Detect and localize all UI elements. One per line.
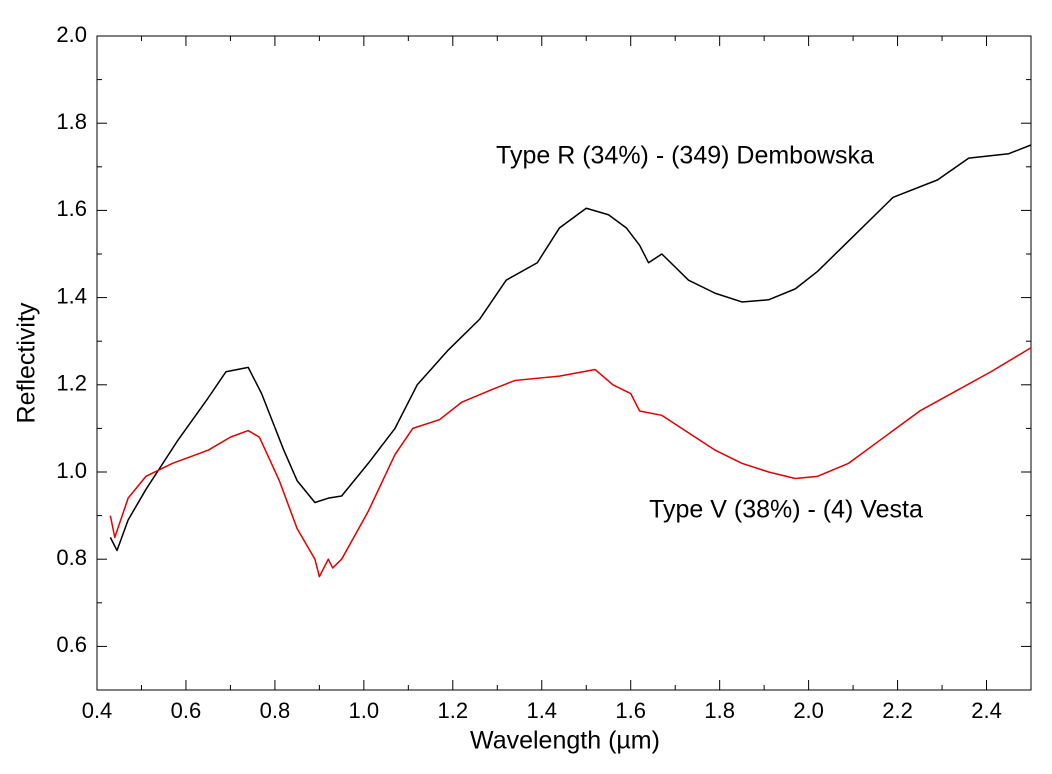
y-tick-label: 1.2 [56, 371, 87, 396]
series-annotation: Type V (38%) - (4) Vesta [649, 496, 923, 524]
series-line [109, 144, 1032, 552]
x-tick-label: 1.8 [704, 698, 735, 723]
plot-frame [96, 35, 1032, 691]
y-tick-label: 0.6 [56, 632, 87, 657]
x-tick-label: 2.2 [882, 698, 913, 723]
x-tick-label: 1.2 [438, 698, 469, 723]
y-axis-label: Reflectivity [13, 302, 41, 423]
y-tick-label: 0.8 [56, 545, 87, 570]
x-axis-label: Wavelength (µm) [470, 727, 660, 755]
x-tick-label: 0.8 [260, 698, 291, 723]
x-tick-label: 2.4 [971, 698, 1002, 723]
series-annotation: Type R (34%) - (349) Dembowska [496, 142, 874, 170]
x-tick-label: 0.6 [171, 698, 202, 723]
x-tick-label: 1.4 [526, 698, 557, 723]
y-tick-label: 1.0 [56, 458, 87, 483]
x-tick-label: 1.0 [349, 698, 380, 723]
y-tick-label: 2.0 [56, 22, 87, 47]
y-tick-label: 1.6 [56, 196, 87, 221]
series-line [109, 347, 1032, 578]
x-tick-label: 1.6 [615, 698, 646, 723]
y-tick-label: 1.4 [56, 283, 87, 308]
y-tick-label: 1.8 [56, 109, 87, 134]
x-tick-label: 2.0 [793, 698, 824, 723]
x-tick-label: 0.4 [82, 698, 113, 723]
